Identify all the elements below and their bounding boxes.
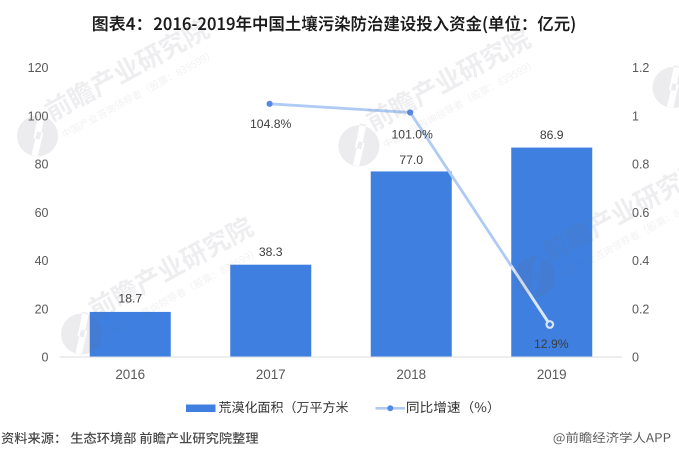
- svg-text:38.3: 38.3: [259, 245, 283, 259]
- svg-text:12.9%: 12.9%: [534, 337, 569, 351]
- svg-text:77.0: 77.0: [399, 153, 423, 167]
- svg-text:20: 20: [35, 302, 49, 316]
- svg-text:0.4: 0.4: [632, 254, 649, 268]
- svg-text:0: 0: [632, 351, 639, 365]
- svg-text:86.9: 86.9: [540, 128, 564, 142]
- svg-text:0: 0: [42, 351, 49, 365]
- svg-text:2017: 2017: [256, 367, 286, 382]
- svg-text:60: 60: [35, 206, 49, 220]
- svg-text:120: 120: [28, 61, 49, 75]
- svg-text:1.2: 1.2: [632, 61, 649, 75]
- svg-text:104.8%: 104.8%: [250, 117, 291, 131]
- svg-text:80: 80: [35, 158, 49, 172]
- svg-text:2016: 2016: [115, 367, 145, 382]
- svg-text:40: 40: [35, 254, 49, 268]
- svg-text:101.0%: 101.0%: [392, 127, 433, 141]
- svg-text:2018: 2018: [396, 367, 426, 382]
- svg-text:0.8: 0.8: [632, 158, 649, 172]
- svg-text:1: 1: [632, 109, 639, 123]
- svg-text:2019: 2019: [537, 367, 567, 382]
- svg-text:0.2: 0.2: [632, 302, 649, 316]
